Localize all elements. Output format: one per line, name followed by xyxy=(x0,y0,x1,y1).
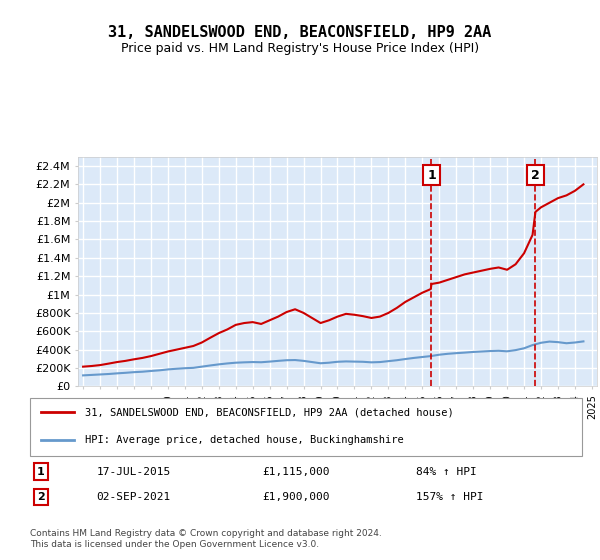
Text: £1,900,000: £1,900,000 xyxy=(262,492,329,502)
Text: 2: 2 xyxy=(531,169,540,181)
Text: 17-JUL-2015: 17-JUL-2015 xyxy=(96,467,170,477)
Text: 31, SANDELSWOOD END, BEACONSFIELD, HP9 2AA (detached house): 31, SANDELSWOOD END, BEACONSFIELD, HP9 2… xyxy=(85,407,454,417)
FancyBboxPatch shape xyxy=(30,398,582,456)
Text: Contains HM Land Registry data © Crown copyright and database right 2024.
This d: Contains HM Land Registry data © Crown c… xyxy=(30,529,382,549)
Text: 84% ↑ HPI: 84% ↑ HPI xyxy=(416,467,477,477)
Text: HPI: Average price, detached house, Buckinghamshire: HPI: Average price, detached house, Buck… xyxy=(85,435,404,445)
Text: 157% ↑ HPI: 157% ↑ HPI xyxy=(416,492,484,502)
Text: 2: 2 xyxy=(37,492,45,502)
Text: 1: 1 xyxy=(427,169,436,181)
Text: Price paid vs. HM Land Registry's House Price Index (HPI): Price paid vs. HM Land Registry's House … xyxy=(121,42,479,55)
Text: 31, SANDELSWOOD END, BEACONSFIELD, HP9 2AA: 31, SANDELSWOOD END, BEACONSFIELD, HP9 2… xyxy=(109,25,491,40)
Text: 1: 1 xyxy=(37,467,45,477)
Text: £1,115,000: £1,115,000 xyxy=(262,467,329,477)
Text: 02-SEP-2021: 02-SEP-2021 xyxy=(96,492,170,502)
